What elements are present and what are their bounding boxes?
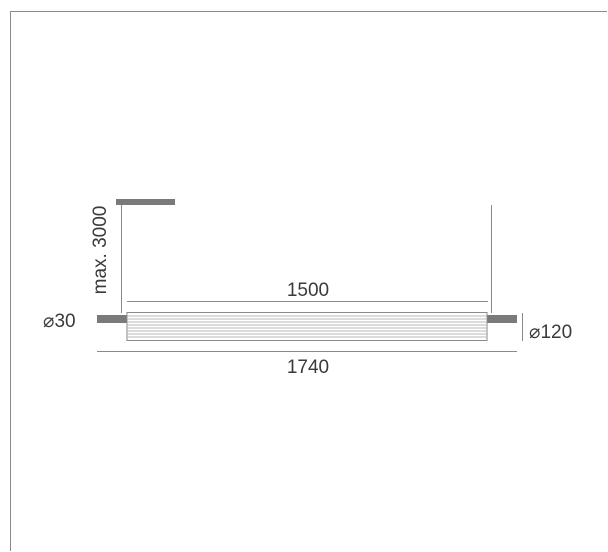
end-cap-left (97, 315, 127, 323)
body-diameter-label: ⌀120 (529, 322, 572, 343)
body-length-label: 1500 (287, 280, 329, 301)
end-diameter-label: ⌀30 (43, 311, 76, 332)
luminaire-body (126, 312, 488, 341)
drawing-frame (10, 11, 607, 551)
ceiling-canopy (116, 199, 175, 205)
suspension-height-label: max. 3000 (90, 206, 111, 295)
overall-length-label: 1740 (287, 357, 329, 378)
end-cap-right (487, 315, 517, 323)
